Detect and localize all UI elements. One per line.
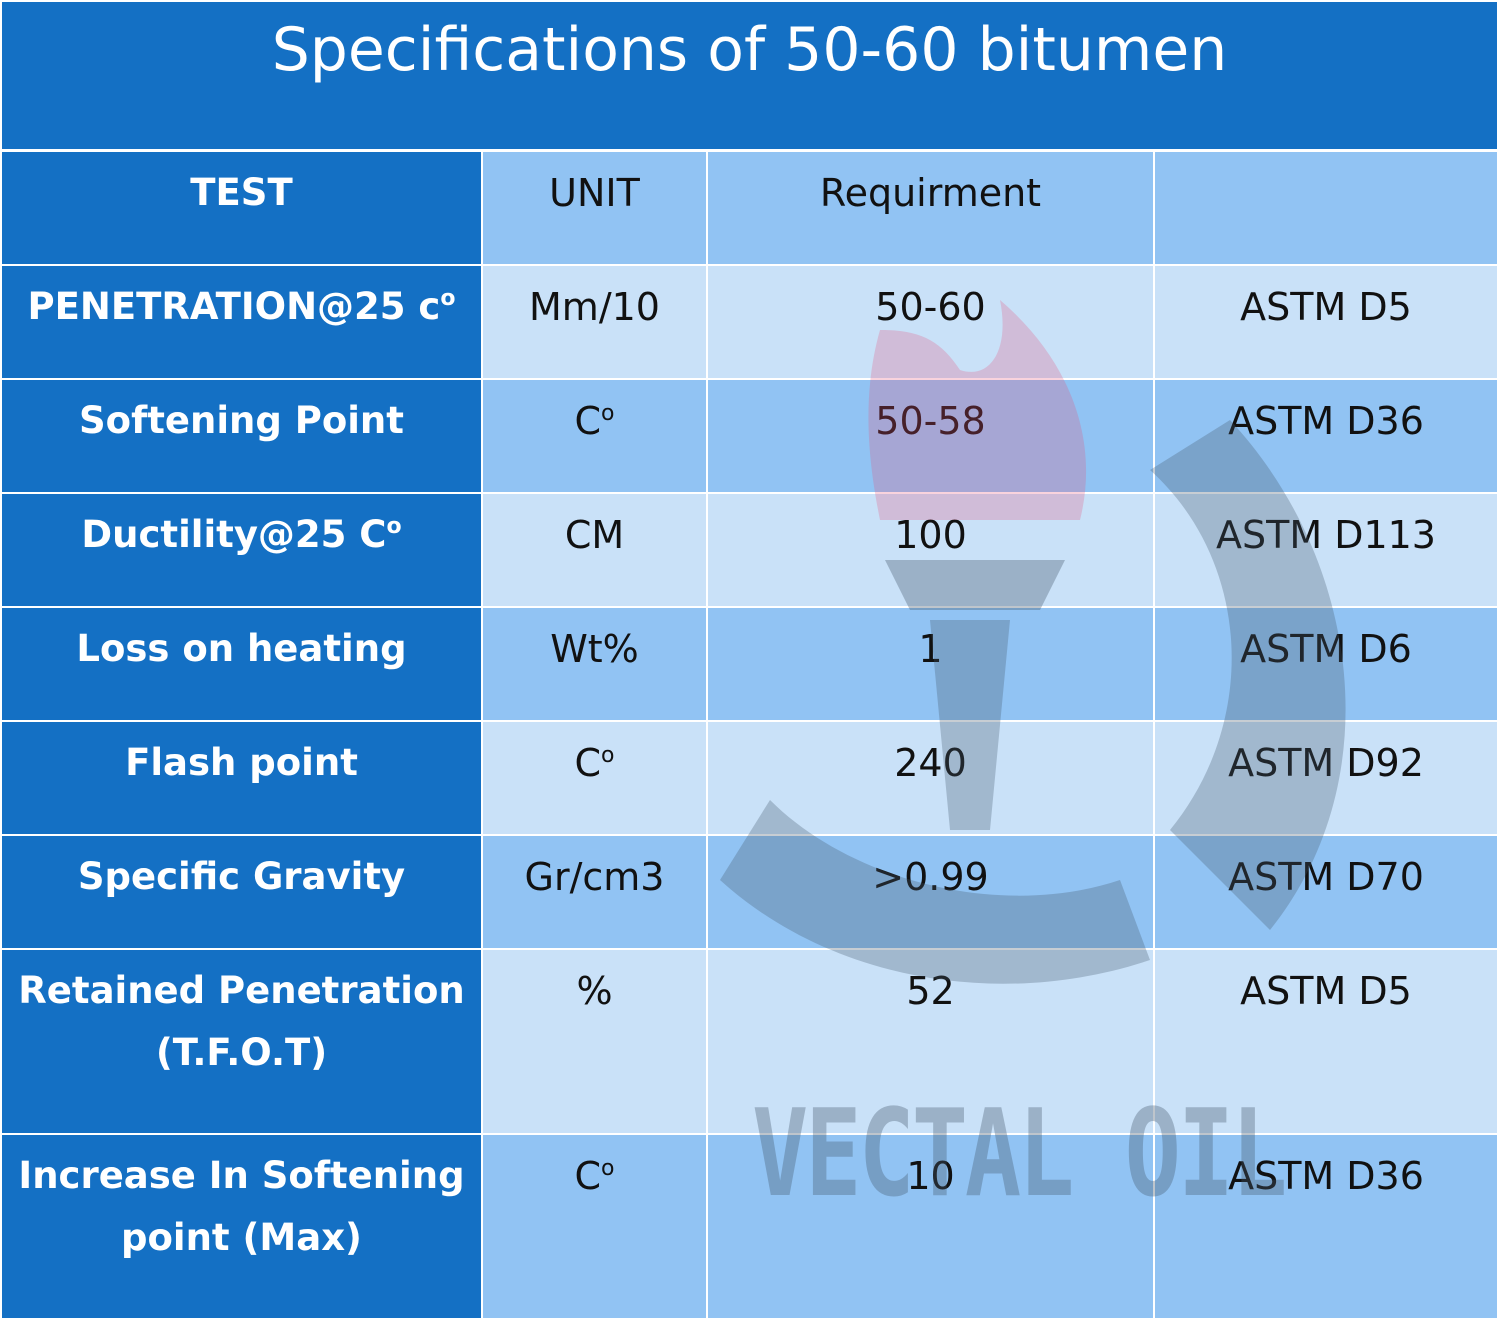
cell: ASTM D6 — [1155, 608, 1497, 720]
cell: >0.99 — [708, 836, 1153, 948]
cell: 50-60 — [708, 266, 1153, 378]
cell — [1155, 152, 1497, 264]
cell: ASTM D113 — [1155, 494, 1497, 606]
cell-text: C — [574, 1154, 602, 1198]
cell: Co — [483, 722, 706, 834]
cell: 1 — [708, 608, 1153, 720]
cell: Wt% — [483, 608, 706, 720]
cell-text: PENETRATION@25 c — [27, 285, 441, 328]
row-label: PENETRATION@25 co — [2, 266, 481, 378]
cell-text: C — [574, 399, 602, 443]
cell: 100 — [708, 494, 1153, 606]
superscript: o — [601, 743, 615, 768]
row-label: TEST — [2, 152, 481, 264]
row-label: Increase In Softening point (Max) — [2, 1135, 481, 1318]
row-label: Flash point — [2, 722, 481, 834]
cell: ASTM D70 — [1155, 836, 1497, 948]
cell: 10 — [708, 1135, 1153, 1318]
row-label: Ductility@25 Co — [2, 494, 481, 606]
cell: ASTM D36 — [1155, 380, 1497, 492]
cell: ASTM D92 — [1155, 722, 1497, 834]
cell: 52 — [708, 950, 1153, 1133]
cell: Gr/cm3 — [483, 836, 706, 948]
cell: ASTM D36 — [1155, 1135, 1497, 1318]
row-label: Specific Gravity — [2, 836, 481, 948]
superscript: o — [601, 1156, 615, 1181]
cell: Mm/10 — [483, 266, 706, 378]
cell: 240 — [708, 722, 1153, 834]
cell-text: C — [574, 741, 602, 785]
cell: ASTM D5 — [1155, 950, 1497, 1133]
cell: Co — [483, 380, 706, 492]
cell: % — [483, 950, 706, 1133]
row-label: Softening Point — [2, 380, 481, 492]
superscript: o — [440, 286, 456, 311]
cell: ASTM D5 — [1155, 266, 1497, 378]
title: Specifications of 50-60 bitumen — [2, 2, 1497, 149]
cell: CM — [483, 494, 706, 606]
row-label: Loss on heating — [2, 608, 481, 720]
cell: UNIT — [483, 152, 706, 264]
superscript: o — [386, 514, 402, 539]
superscript: o — [601, 401, 615, 426]
row-label: Retained Penetration (T.F.O.T) — [2, 950, 481, 1133]
cell: Requirment — [708, 152, 1153, 264]
cell: 50-58 — [708, 380, 1153, 492]
cell-text: Ductility@25 C — [81, 513, 387, 556]
cell: Co — [483, 1135, 706, 1318]
